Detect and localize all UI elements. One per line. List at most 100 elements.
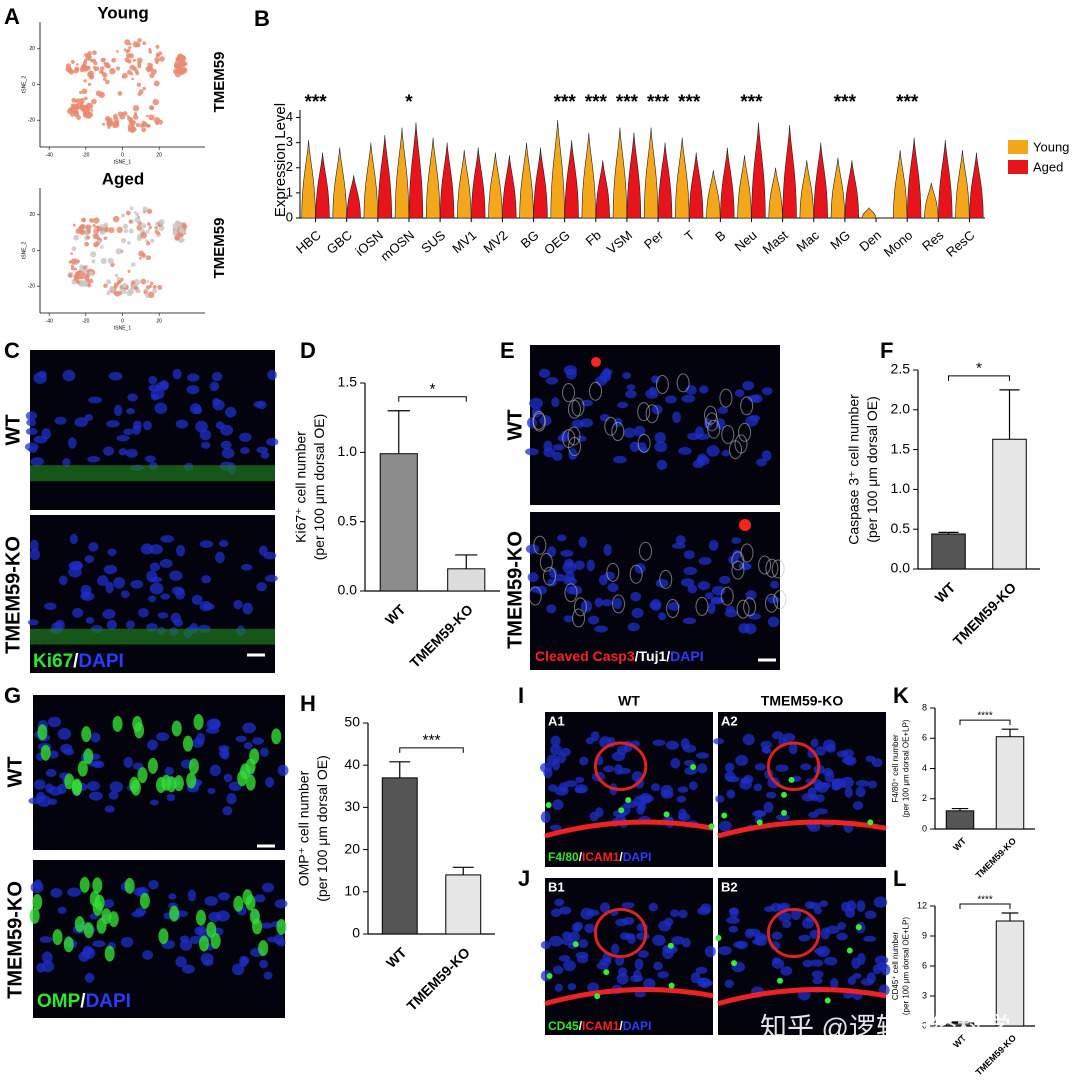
- row-label: TMEM59-KO: [4, 881, 26, 999]
- nucleus: [728, 907, 739, 915]
- omp-cell: [63, 936, 74, 953]
- nucleus: [37, 795, 51, 807]
- nucleus: [731, 537, 742, 544]
- nucleus: [120, 590, 130, 599]
- cell-dot: [93, 226, 98, 231]
- cell-dot: [73, 68, 79, 74]
- nucleus: [742, 380, 754, 391]
- cell-dot: [128, 42, 132, 46]
- neuron: [606, 562, 620, 582]
- omp-cell: [129, 776, 140, 793]
- nucleus: [105, 581, 114, 594]
- significance: ****: [977, 895, 993, 906]
- axis-label: tSNE_1: [114, 159, 131, 165]
- x-tick-label: TMEM59-KO: [403, 944, 473, 1014]
- axis-label: tSNE_1: [114, 325, 131, 331]
- cell-dot: [135, 123, 140, 127]
- bar: [931, 533, 966, 570]
- cell-dot: [123, 48, 127, 52]
- neuron: [731, 560, 745, 580]
- cell-dot: [149, 226, 152, 229]
- nucleus: [123, 428, 134, 436]
- nucleus: [867, 780, 878, 789]
- nucleus: [587, 615, 600, 625]
- error-bar: [1001, 912, 1019, 921]
- stain-text: /Tuj1/: [635, 648, 671, 664]
- cell-dot: [121, 112, 125, 116]
- nucleus: [718, 820, 732, 832]
- nucleus: [242, 602, 253, 615]
- nucleus: [266, 437, 279, 446]
- nucleus: [831, 783, 841, 791]
- nucleus: [546, 546, 557, 558]
- neuron: [639, 541, 653, 561]
- stain-text: DAPI: [86, 991, 131, 1012]
- nucleus: [584, 923, 595, 934]
- nucleus: [603, 544, 612, 556]
- nucleus: [636, 804, 645, 815]
- nucleus: [545, 376, 559, 385]
- y-axis-label: (per 100 μm dorsal OE): [314, 755, 330, 902]
- tick-label: -40: [46, 318, 53, 324]
- nucleus: [744, 623, 757, 635]
- cell-dot: [174, 234, 181, 241]
- nucleus: [864, 910, 877, 920]
- neuron: [771, 559, 785, 579]
- cell-dot: [149, 73, 155, 79]
- x-tick-label: WT: [382, 601, 409, 628]
- nucleus: [546, 754, 560, 766]
- cell-dot: [108, 119, 114, 125]
- nucleus: [150, 576, 163, 583]
- nucleus: [264, 574, 278, 582]
- nucleus: [540, 940, 551, 950]
- y-tick-label: 2: [286, 159, 293, 174]
- cell-dot: [155, 222, 159, 226]
- cell-dot: [88, 278, 94, 284]
- significance: ***: [423, 733, 441, 750]
- nucleus: [719, 575, 731, 585]
- nucleus: [536, 585, 548, 595]
- cell-dot: [136, 82, 142, 87]
- casp-cell: [739, 519, 751, 531]
- nucleus: [598, 574, 608, 586]
- nucleus: [574, 560, 585, 570]
- y-tick-label: 1: [286, 184, 293, 199]
- nucleus: [830, 977, 839, 989]
- omp-cell: [188, 758, 199, 775]
- row-label: TMEM59-KO: [504, 531, 526, 649]
- nucleus: [696, 455, 710, 466]
- image-tag: B2: [721, 879, 738, 894]
- cell-dot: [113, 291, 117, 295]
- x-tick-label: Mast: [760, 227, 792, 257]
- neuron: [568, 437, 582, 457]
- nucleus: [267, 369, 277, 380]
- nucleus: [733, 941, 746, 949]
- y-axis-label: CD45⁺ cell number: [891, 932, 900, 1001]
- nucleus: [841, 756, 855, 765]
- neuron: [532, 410, 546, 430]
- error-bar: [951, 807, 969, 811]
- nucleus: [634, 990, 646, 998]
- cell-dot: [108, 227, 115, 234]
- nucleus: [603, 765, 615, 773]
- nucleus: [671, 936, 685, 945]
- violin: [893, 150, 908, 219]
- nucleus: [863, 935, 876, 942]
- violin: [706, 170, 721, 219]
- violin: [955, 150, 970, 219]
- cell-dot: [177, 54, 180, 58]
- tick-label: 20: [29, 212, 35, 218]
- nucleus: [763, 801, 774, 813]
- nucleus: [740, 777, 753, 784]
- x-tick-label: BG: [518, 227, 542, 251]
- nucleus: [107, 548, 117, 557]
- nucleus: [193, 406, 203, 415]
- omp-cell: [258, 940, 269, 957]
- casp-cell: [591, 357, 601, 367]
- neuron: [571, 397, 585, 417]
- immune-cell: [663, 811, 670, 818]
- omp-cell: [210, 932, 221, 949]
- vessel: [717, 987, 887, 1007]
- nucleus: [852, 801, 864, 810]
- cell-dot: [103, 283, 108, 289]
